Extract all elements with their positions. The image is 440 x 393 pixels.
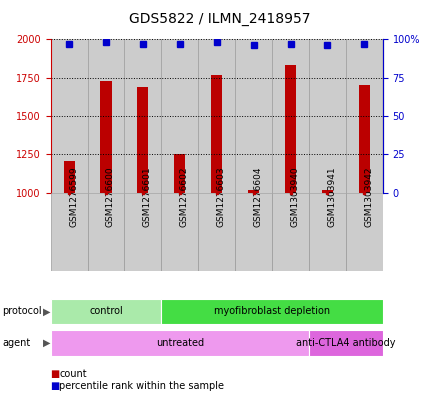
Bar xyxy=(137,87,148,193)
Bar xyxy=(51,39,88,193)
Text: protocol: protocol xyxy=(2,307,42,316)
Bar xyxy=(174,154,185,193)
Bar xyxy=(161,299,383,324)
Bar xyxy=(100,81,111,193)
Bar xyxy=(63,161,75,193)
Bar xyxy=(235,193,272,271)
Text: GSM1276603: GSM1276603 xyxy=(216,166,226,227)
Bar xyxy=(161,39,198,193)
Bar xyxy=(346,193,383,271)
Text: myofibroblast depletion: myofibroblast depletion xyxy=(214,307,330,316)
Bar xyxy=(211,75,222,193)
Bar xyxy=(88,193,125,271)
Text: anti-CTLA4 antibody: anti-CTLA4 antibody xyxy=(296,338,396,348)
Text: count: count xyxy=(59,369,87,379)
Bar xyxy=(51,299,161,324)
Text: GSM1303941: GSM1303941 xyxy=(327,166,337,227)
Bar xyxy=(161,193,198,271)
Bar xyxy=(359,85,370,193)
Text: ■: ■ xyxy=(51,381,60,391)
Text: untreated: untreated xyxy=(156,338,204,348)
Bar xyxy=(309,39,346,193)
Bar xyxy=(125,193,161,271)
Text: GSM1276599: GSM1276599 xyxy=(69,166,78,227)
Bar xyxy=(198,39,235,193)
Text: ▶: ▶ xyxy=(43,307,51,316)
Text: percentile rank within the sample: percentile rank within the sample xyxy=(59,381,224,391)
Text: ■: ■ xyxy=(51,369,60,379)
Bar xyxy=(285,65,296,193)
Text: GSM1276604: GSM1276604 xyxy=(253,166,263,227)
Text: GSM1303942: GSM1303942 xyxy=(364,166,374,227)
Bar xyxy=(235,39,272,193)
Bar xyxy=(322,189,333,193)
Text: control: control xyxy=(89,307,123,316)
Bar xyxy=(51,330,309,356)
Bar xyxy=(346,39,383,193)
Text: GSM1276600: GSM1276600 xyxy=(106,166,115,227)
Bar xyxy=(125,39,161,193)
Text: GDS5822 / ILMN_2418957: GDS5822 / ILMN_2418957 xyxy=(129,12,311,26)
Text: GSM1276602: GSM1276602 xyxy=(180,166,189,227)
Text: GSM1276601: GSM1276601 xyxy=(143,166,152,227)
Bar xyxy=(248,189,259,193)
Bar xyxy=(309,193,346,271)
Text: agent: agent xyxy=(2,338,30,348)
Bar xyxy=(51,193,88,271)
Text: GSM1303940: GSM1303940 xyxy=(290,166,300,227)
Bar xyxy=(88,39,125,193)
Bar xyxy=(309,330,383,356)
Bar xyxy=(198,193,235,271)
Bar xyxy=(272,193,309,271)
Text: ▶: ▶ xyxy=(43,338,51,348)
Bar xyxy=(272,39,309,193)
